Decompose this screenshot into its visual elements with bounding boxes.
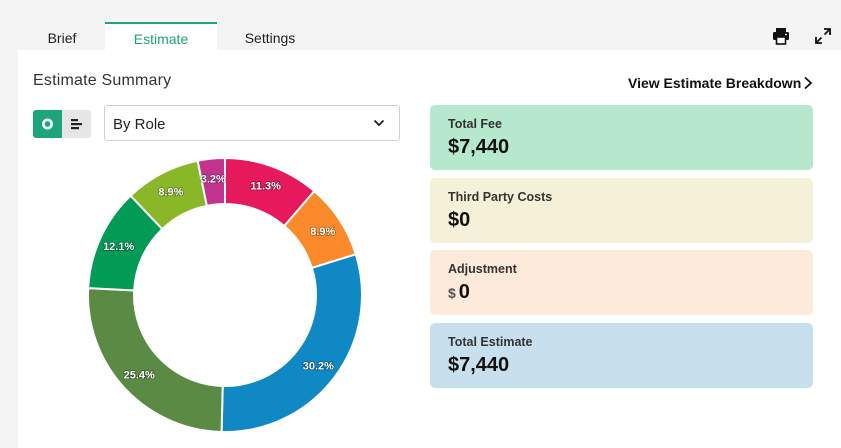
tab-settings[interactable]: Settings [244, 30, 296, 46]
total-estimate-label: Total Estimate [448, 335, 533, 349]
donut-slice-label: 30.2% [303, 361, 334, 373]
third-party-costs-value: $0 [448, 209, 471, 231]
donut-slice-label: 8.9% [158, 186, 183, 198]
donut-slice-label: 25.4% [124, 370, 155, 382]
donut-chart: 11.3% 8.9% 30.2% 25.4% 12.1% 8.9% 3.2% [88, 156, 363, 433]
chart-type-toggle [33, 110, 91, 138]
group-by-select[interactable]: By Role [104, 105, 400, 141]
estimate-summary-title: Estimate Summary [33, 72, 172, 89]
adjustment-value: $0 [448, 281, 470, 304]
third-party-costs-label: Third Party Costs [448, 190, 553, 204]
bar-view-button[interactable] [62, 110, 91, 138]
chevron-right-icon[interactable] [803, 76, 813, 90]
donut-slice-label: 3.2% [201, 174, 226, 186]
bar-chart-icon [71, 119, 82, 130]
estimate-panel: Estimate Summary View Estimate Breakdown… [18, 50, 841, 448]
chevron-down-icon [373, 119, 385, 127]
total-fee-value: $7,440 [448, 136, 510, 158]
adjustment-currency: $ [448, 285, 456, 301]
adjustment-amount[interactable]: 0 [458, 281, 470, 303]
tab-bar: Brief Estimate Settings [0, 0, 841, 50]
total-fee-label: Total Fee [448, 117, 502, 131]
donut-slice[interactable] [220, 253, 363, 433]
donut-view-button[interactable] [33, 110, 62, 138]
donut-slice-label: 12.1% [103, 241, 134, 253]
group-by-value: By Role [113, 116, 166, 133]
donut-slice[interactable] [196, 156, 226, 208]
donut-slice-label: 8.9% [310, 226, 335, 238]
tab-estimate[interactable]: Estimate [105, 22, 217, 50]
total-estimate-value: $7,440 [448, 354, 510, 376]
total-estimate-card: Total Estimate $7,440 [430, 323, 813, 388]
print-icon[interactable] [772, 27, 790, 45]
donut-icon [42, 118, 53, 130]
view-breakdown-link[interactable]: View Estimate Breakdown [628, 75, 802, 91]
donut-slice[interactable] [88, 287, 224, 433]
donut-slice-label: 11.3% [250, 180, 281, 192]
tab-brief[interactable]: Brief [47, 30, 77, 46]
third-party-costs-card: Third Party Costs $0 [430, 178, 813, 243]
expand-icon[interactable] [814, 27, 832, 45]
adjustment-label: Adjustment [448, 262, 517, 276]
adjustment-card: Adjustment $0 [430, 250, 813, 315]
total-fee-card: Total Fee $7,440 [430, 105, 813, 170]
